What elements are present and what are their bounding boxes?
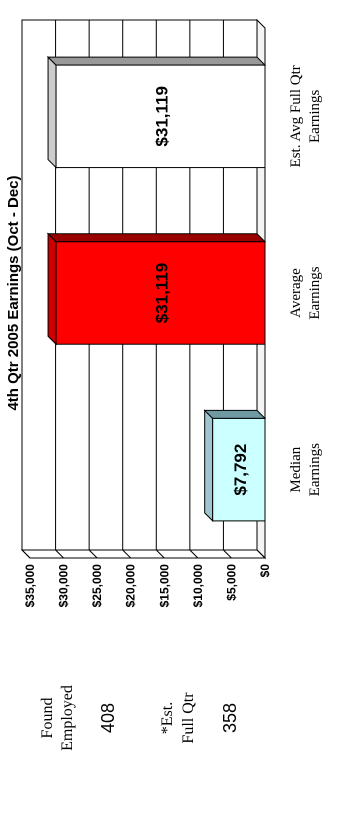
bar [46, 55, 267, 169]
bar-front-face [55, 241, 266, 345]
est-label-line1: *Est. [159, 702, 176, 734]
gridline [122, 20, 132, 559]
bar-front-face [55, 64, 266, 169]
est-full-qtr-value: 358 [220, 703, 240, 733]
est-label-line2: Full Qtr [180, 692, 197, 744]
found-employed-value: 408 [98, 703, 118, 733]
y-tick-label: $10,000 [191, 564, 205, 608]
chart-side-wall [20, 549, 267, 559]
bar-side-face [203, 409, 267, 419]
y-tick-label: $25,000 [90, 564, 104, 608]
data-label: $7,792 [231, 444, 250, 496]
gridline [189, 20, 199, 559]
x-axis-category-labels: Median Earnings Average Earnings Est. Avg Fu… [288, 65, 323, 496]
gridline [256, 20, 266, 559]
bar [46, 232, 267, 346]
y-tick-label: $5,000 [224, 564, 238, 601]
bar-front-face [212, 417, 266, 522]
y-tick-label: $20,000 [124, 564, 138, 608]
data-label: $31,119 [153, 263, 172, 324]
bar-top-face [47, 55, 57, 169]
y-axis-tick-labels: $0 $5,000 $10,000 $15,000 $20,000 $25,000 $30,… [23, 564, 272, 608]
gridline [155, 20, 165, 559]
chart-title: 4th Qtr 2005 Earnings (Oct - Dec) [5, 175, 22, 410]
bar [203, 409, 267, 523]
y-tick-label: $35,000 [23, 564, 37, 608]
bar-top-face [47, 232, 57, 346]
gridline [21, 20, 31, 559]
found-label-line1: Found [39, 698, 56, 739]
category-label: Average Earnings [288, 266, 323, 319]
chart-bars: $7,792 $31,119 $31,119 [46, 55, 267, 523]
bar-top-face [204, 409, 214, 523]
y-tick-label: $0 [258, 564, 272, 578]
gridline [88, 20, 98, 559]
gridline [222, 20, 232, 559]
stats-block: Found Employed 408 *Est. Full Qtr 358 [39, 685, 240, 751]
y-tick-label: $15,000 [157, 564, 171, 608]
found-label-line2: Employed [59, 685, 76, 751]
data-label: $31,119 [153, 86, 172, 147]
bar-side-face [46, 233, 267, 243]
bar-side-face [46, 56, 267, 66]
y-tick-label: $30,000 [57, 564, 71, 608]
category-label: Est. Avg Full Qtr Earnings [288, 65, 323, 167]
chart-gridlines [21, 20, 266, 559]
gridline [55, 20, 64, 559]
category-label: Median Earnings [288, 443, 323, 496]
